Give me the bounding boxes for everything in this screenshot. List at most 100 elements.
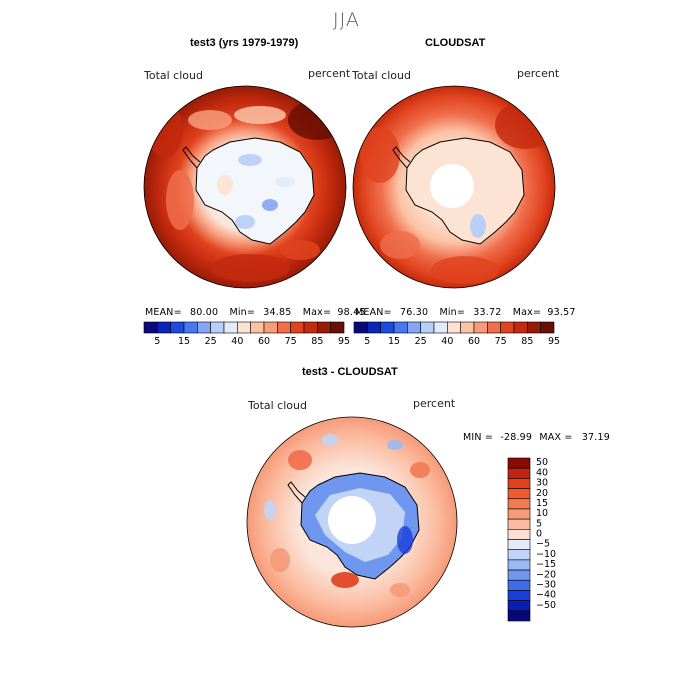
panel2-colorbar-swatch [380,321,395,334]
panel2-max-label: Max= [512,307,542,318]
panel2-colorbar-swatch [540,321,555,334]
panel3-colorbar-swatch [507,488,531,500]
panel3-units-label: percent [413,397,456,410]
panel3-colorbar-swatch [507,478,531,489]
panel3-colorbar-tick-label: −5 [536,539,550,550]
panel1-colorbar-swatch [237,321,251,334]
panel1-colorbar-tick-label: 95 [338,336,350,347]
panel2-variable-label: Total cloud [352,69,411,82]
panel1-colorbar-swatch [263,321,278,334]
panel2-colorbar-swatch [460,321,475,334]
panel1-units-label: percent [308,67,351,80]
panel1-colorbar-swatch [290,321,305,334]
panel1-colorbar-swatch [183,321,198,334]
panel3-max-value: 37.19 [581,432,611,443]
panel1-colorbar-swatch [143,321,158,334]
panel1-colorbar-tick-label: 25 [205,336,217,347]
panel2-colorbar-swatch [513,321,528,334]
panel3-colorbar-swatch [507,518,531,530]
panel1-title: test3 (yrs 1979-1979) [190,37,299,49]
panel1-map [143,85,347,289]
panel2-colorbar-tick-label: 75 [495,336,507,347]
panel3-colorbar-tick-label: −50 [536,600,556,611]
panel3-colorbar-tick-label: −10 [536,549,556,560]
panel3-colorbar-swatch [507,610,531,622]
panel3-colorbar-tick-label: 0 [536,529,542,540]
panel3-colorbar-swatch [507,590,531,601]
panel1-max-label: Max= [302,307,332,318]
panel2-colorbar-swatch [407,321,421,334]
panel2-colorbar-tick-label: 25 [415,336,427,347]
panel2-min-value: 33.72 [473,307,502,318]
panel1-colorbar-tick-label: 15 [178,336,190,347]
panel1-colorbar-tick-label: 40 [231,336,243,347]
panel2-colorbar-swatch [420,321,435,334]
panel3-colorbar-swatch [507,457,531,469]
panel2-units-label: percent [517,67,560,80]
panel3-colorbar-tick-label: 5 [536,518,542,529]
panel3-colorbar-swatch [507,467,531,479]
panel3-colorbar-tick-label: 40 [536,467,548,478]
panel2-colorbar-tick-label: 5 [364,336,370,347]
panel2-colorbar-swatch [367,321,381,334]
panel2-stats: MEAN= 76.30 Min= 33.72 Max= 93.57 [355,307,576,318]
panel2-map [352,85,556,289]
panel3-colorbar-swatch [507,600,531,612]
panel3-min-value: -28.99 [500,432,533,443]
panel3-colorbar-tick-label: −20 [536,569,556,580]
panel1-colorbar-swatch [223,321,238,334]
panel2-mean-value: 76.30 [400,307,429,318]
panel3-colorbar-tick-label: −15 [536,559,556,570]
panel1-mean-label: MEAN= [145,307,182,318]
panel2-colorbar-swatch [393,321,408,334]
panel2-colorbar-tick-label: 15 [388,336,400,347]
panel3-colorbar-tick-label: 20 [536,488,548,499]
panel1-colorbar-tick-label: 75 [285,336,297,347]
panel1-colorbar-tick-label: 60 [258,336,270,347]
panel2-colorbar-swatch [433,321,448,334]
panel1-colorbar-swatch [197,321,211,334]
panel3-variable-label: Total cloud [248,399,307,412]
panel1-colorbar-swatch [303,321,318,334]
panel3-colorbar-swatch [507,579,531,591]
panel2-colorbar-tick-label: 40 [441,336,453,347]
panel2-title: CLOUDSAT [425,37,486,49]
panel3-max-label: MAX = [539,432,573,443]
panel1-colorbar-swatch [170,321,185,334]
panel3-colorbar-swatch [507,539,531,550]
panel1-mean-value: 80.00 [190,307,219,318]
panel3-colorbar-tick-label: 10 [536,508,548,519]
panel1-max-value: 98.45 [337,307,366,318]
panel2-min-label: Min= [439,307,466,318]
panel1-colorbar-swatch [317,321,331,334]
panel2-colorbar-swatch [487,321,501,334]
panel3-stats: MIN = -28.99 MAX = 37.19 [463,432,610,443]
panel2-colorbar-swatch [473,321,488,334]
panel3-colorbar-tick-label: −30 [536,579,556,590]
panel1-colorbar-tick-label: 85 [311,336,323,347]
panel2-colorbar-tick-label: 85 [521,336,533,347]
panel2-max-value: 93.57 [547,307,576,318]
panel1-min-label: Min= [229,307,256,318]
panel3-colorbar-swatch [507,549,531,561]
panel2-colorbar-swatch [447,321,461,334]
panel3-colorbar-tick-label: 15 [536,498,548,509]
panel3-colorbar-swatch [507,569,531,581]
panel2-colorbar-swatch [500,321,515,334]
panel1-colorbar: 5 15 25 40 60 75 85 95 [143,321,350,347]
panel3-title: test3 - CLOUDSAT [302,366,398,378]
panel1-stats: MEAN= 80.00 Min= 34.85 Max= 98.45 [145,307,366,318]
panel1-min-value: 34.85 [263,307,292,318]
panel1-colorbar-tick-label: 5 [154,336,160,347]
panel1-colorbar-swatch [250,321,265,334]
panel1-variable-label: Total cloud [144,69,203,82]
panel3-colorbar-tick-label: 30 [536,478,548,489]
panel2-colorbar: 5 15 25 40 60 75 85 95 [353,321,560,347]
panel3-min-label: MIN = [463,432,494,443]
panel2-mean-label: MEAN= [355,307,392,318]
panel3-colorbar-swatch [507,508,531,520]
panel1-colorbar-swatch [330,321,345,334]
panel2-colorbar-swatch [353,321,368,334]
